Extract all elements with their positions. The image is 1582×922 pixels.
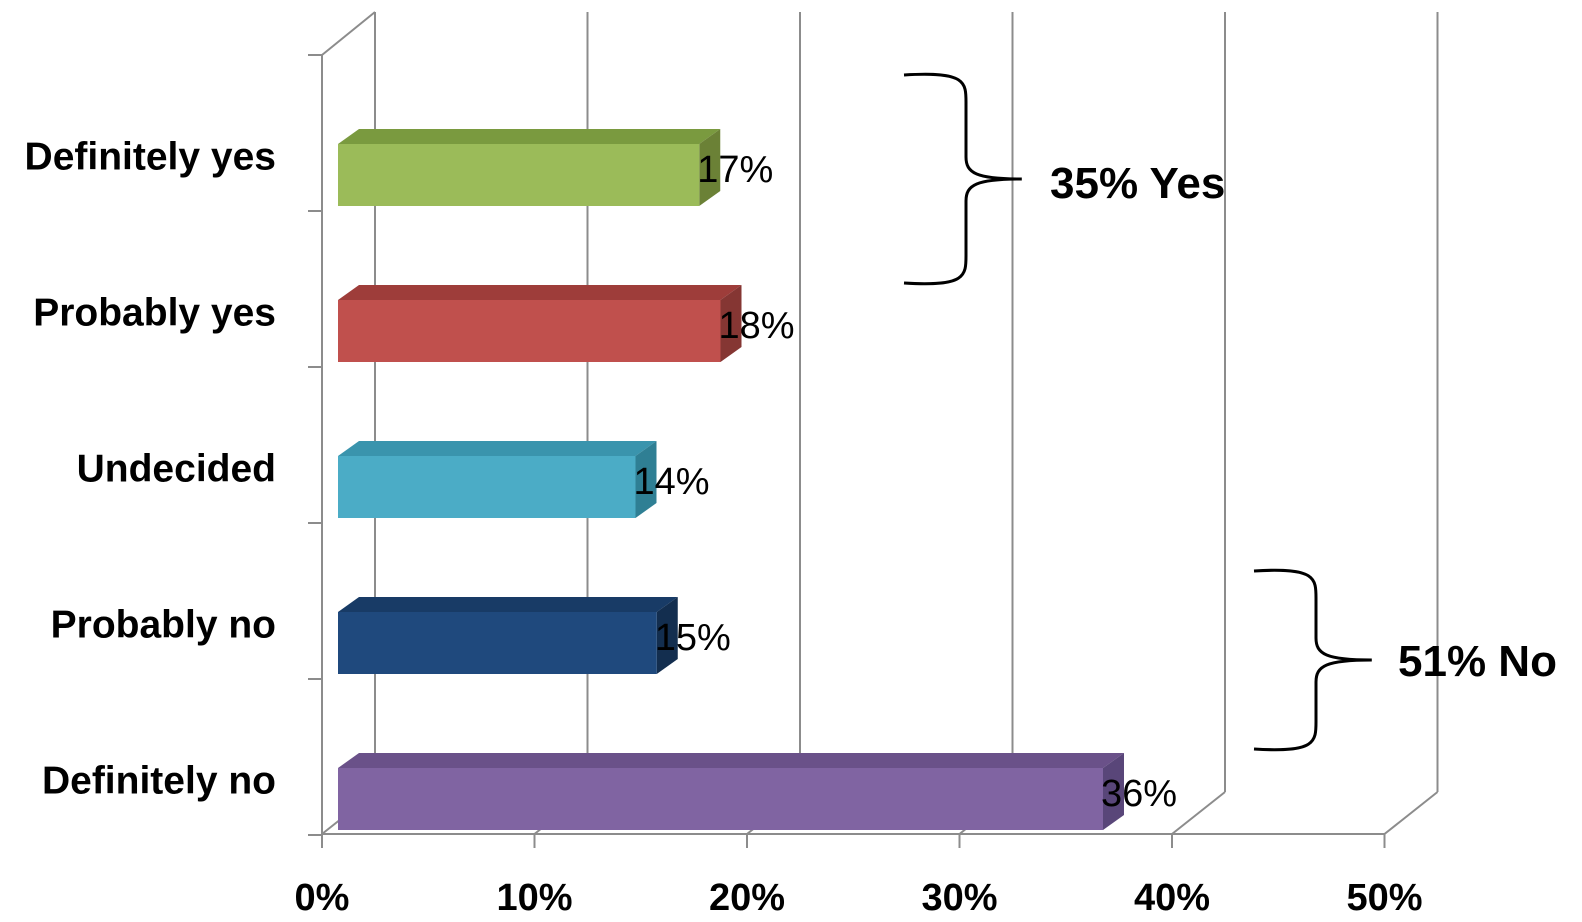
bar-front-face	[338, 768, 1103, 830]
chart-axes	[308, 11, 1386, 848]
summary-label-yes: 35% Yes	[1050, 159, 1225, 208]
data-label-definitely-no: 36%	[1101, 773, 1177, 815]
bar-top-face	[338, 753, 1124, 768]
brace-no	[1253, 568, 1372, 752]
bar-side-face	[635, 441, 657, 518]
bar-top-face	[338, 129, 721, 144]
category-label-undecided: Undecided	[77, 447, 276, 490]
summary-label-no: 51% No	[1398, 637, 1557, 686]
brace-yes	[903, 72, 1022, 286]
bar-side-face	[1103, 753, 1124, 830]
bar-front-face	[338, 456, 636, 518]
data-label-probably-no: 15%	[655, 617, 731, 659]
bars	[338, 129, 1124, 830]
bar-definitely-yes	[338, 129, 721, 206]
bar-side-face	[699, 129, 721, 206]
bar-probably-yes	[338, 285, 742, 362]
bar-front-face	[338, 612, 657, 674]
x-tick-label-10: 10%	[496, 877, 572, 919]
x-tick-label-20: 20%	[709, 877, 785, 919]
bar-top-face	[338, 441, 657, 456]
bar-front-face	[338, 300, 721, 362]
category-label-probably-yes: Probably yes	[33, 291, 276, 334]
x-tick-label-30: 30%	[921, 877, 997, 919]
floor-gridline-40	[1171, 791, 1226, 835]
bar-front-face	[338, 144, 700, 206]
bar-top-face	[338, 285, 742, 300]
category-label-probably-no: Probably no	[51, 603, 276, 646]
category-label-definitely-no: Definitely no	[42, 759, 276, 802]
bar-undecided	[338, 441, 657, 518]
data-label-probably-yes: 18%	[719, 305, 795, 347]
wall-top-edge	[321, 11, 376, 56]
x-tick-label-40: 40%	[1134, 877, 1210, 919]
data-label-undecided: 14%	[634, 461, 710, 503]
labels: 0% 10% 20% 30% 40% 50% 17% Definitely yes 18% Pro…	[25, 135, 1423, 919]
bar-definitely-no	[338, 753, 1124, 830]
bar-side-face	[656, 597, 678, 674]
floor-gridline-50	[1383, 791, 1439, 835]
category-label-definitely-yes: Definitely yes	[25, 135, 276, 178]
bar-probably-no	[338, 597, 678, 674]
annotations: 35% Yes 51% No	[903, 72, 1557, 752]
x-tick-label-50: 50%	[1346, 877, 1422, 919]
data-label-definitely-yes: 17%	[697, 149, 773, 191]
x-tick-label-0: 0%	[295, 877, 350, 919]
bar-top-face	[338, 597, 678, 612]
bar-side-face	[720, 285, 742, 362]
